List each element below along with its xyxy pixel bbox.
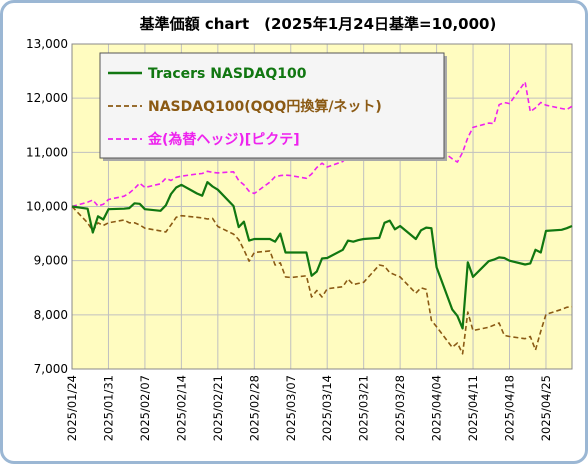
x-tick-label: 2025/03/07 [284,375,298,441]
series-line [71,81,573,208]
legend: Tracers NASDAQ100 NASDAQ100(QQQ円換算/ネット) 金(… [99,52,447,161]
x-tick-label: 2025/01/31 [101,375,115,441]
x-tick-label: 2025/04/04 [430,375,444,441]
y-tick-label: 7,000 [34,362,68,376]
x-tick-label: 2025/01/24 [65,375,79,441]
x-tick-label: 2025/02/07 [138,375,152,441]
x-tick-label: 2025/04/18 [503,375,517,441]
x-tick-label: 2025/02/28 [247,375,261,441]
legend-label: 金(為替ヘッジ)[ピクテ] [147,131,300,148]
y-tick-label: 8,000 [34,308,68,322]
x-tick-label: 2025/02/14 [174,375,188,441]
x-tick-label: 2025/03/21 [357,375,371,441]
y-tick-label: 9,000 [34,254,68,268]
series-line [71,181,573,330]
legend-label: Tracers NASDAQ100 [148,66,307,82]
chart-title: 基準価額 chart (2025年1月24日基準=10,000) [139,15,497,33]
y-tick-label: 11,000 [26,145,68,159]
y-tick-label: 10,000 [26,200,68,214]
x-tick-label: 2025/04/25 [539,375,553,441]
x-tick-label: 2025/04/11 [466,375,480,441]
x-tick-label: 2025/03/14 [320,375,334,441]
x-tick-label: 2025/03/28 [393,375,407,441]
series-line [71,205,573,355]
legend-label: NASDAQ100(QQQ円換算/ネット) [148,98,382,115]
legend-box [99,52,445,159]
y-tick-label: 13,000 [26,37,68,51]
y-tick-label: 12,000 [26,91,68,105]
x-tick-label: 2025/02/21 [211,375,225,441]
